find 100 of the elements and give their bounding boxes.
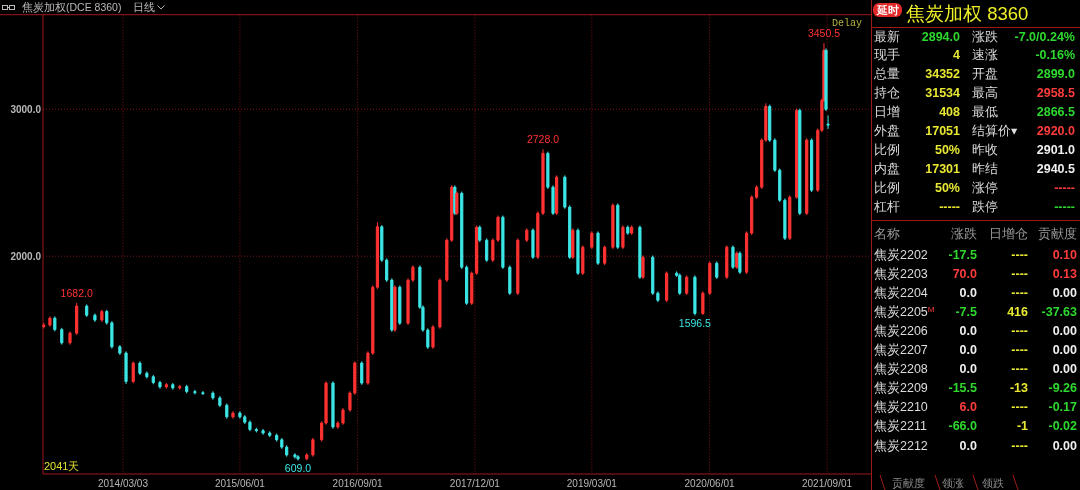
- text: 0.13: [1052, 266, 1078, 281]
- text: 最新: [874, 29, 900, 44]
- annotation: 1596.5: [678, 317, 712, 330]
- text: 日增仓: [989, 226, 1028, 241]
- text: 名称: [874, 226, 900, 241]
- text: 焦炭2207: [874, 343, 928, 357]
- chart-subtitle: 日线: [133, 1, 156, 13]
- text: 内盘: [874, 161, 900, 176]
- text: 涨跌: [972, 29, 998, 44]
- annotation: 2728.0: [526, 133, 560, 146]
- text: 0.00: [1052, 323, 1078, 338]
- text: -----: [939, 199, 960, 214]
- text: 34352: [925, 67, 961, 82]
- text: -----: [1054, 180, 1075, 195]
- text: 领涨: [942, 477, 964, 489]
- text: ----: [1011, 438, 1028, 453]
- text: 焦炭2204: [874, 285, 928, 300]
- text: 贡献度: [1038, 225, 1077, 241]
- text: 涨跌: [951, 226, 977, 241]
- text: 0.10: [1052, 247, 1078, 262]
- text: 408: [939, 105, 961, 120]
- text: 0.0: [959, 438, 978, 453]
- text: -7.0/0.24%: [1014, 29, 1075, 44]
- text: 结算价▾: [972, 124, 1018, 138]
- text: 焦炭2208: [874, 362, 928, 377]
- text: -0.16%: [1035, 48, 1075, 63]
- text: 焦炭2205$^{M}$: [874, 304, 935, 319]
- text: ----: [1011, 247, 1028, 262]
- text: 2958.5: [1036, 86, 1076, 101]
- text: 跌停: [972, 199, 998, 214]
- text: 外盘: [874, 124, 900, 138]
- x-tick-label: 2020/06/01: [684, 478, 736, 489]
- text: 贡献度: [891, 477, 925, 490]
- text: 0.0: [959, 323, 978, 338]
- text: 0.0: [959, 362, 978, 377]
- annotation: 3450.5: [807, 27, 841, 40]
- text: -37.63: [1041, 304, 1078, 319]
- text: 昨结: [972, 161, 998, 176]
- text: 焦炭2202: [874, 247, 928, 262]
- text: -7.5: [955, 304, 978, 319]
- text: 2899.0: [1036, 67, 1076, 82]
- text: 0.0: [959, 285, 978, 300]
- text: -15.5: [948, 381, 978, 396]
- text: -0.02: [1048, 419, 1078, 434]
- text: -9.26: [1048, 381, 1078, 396]
- text: 4: [953, 48, 961, 63]
- text: -0.17: [1048, 400, 1078, 415]
- y-tick-label: 2000.0: [10, 250, 42, 262]
- text: ----: [1011, 323, 1028, 338]
- text: 17051: [925, 124, 961, 138]
- text: -1: [1016, 419, 1029, 434]
- text: ----: [1011, 362, 1028, 377]
- text: 开盘: [972, 67, 998, 82]
- text: 比例: [874, 142, 900, 157]
- text: 2866.5: [1036, 105, 1076, 120]
- text: 焦炭2211: [874, 419, 927, 434]
- text: 涨停: [972, 180, 998, 195]
- text: 6.0: [959, 400, 978, 415]
- text: 50%: [934, 142, 960, 157]
- x-tick-label: 2021/09/01: [802, 478, 853, 489]
- text: -66.0: [948, 419, 978, 434]
- text: 70.0: [952, 266, 978, 281]
- text: 持仓: [874, 86, 900, 101]
- text: 0.00: [1052, 285, 1078, 300]
- text: 现手: [874, 48, 900, 63]
- text: 2901.0: [1036, 142, 1076, 157]
- y-tick-label: 3000.0: [10, 103, 42, 115]
- text: 焦炭2203: [874, 266, 928, 281]
- annotation: 1682.0: [60, 286, 93, 299]
- text: 最高: [972, 85, 998, 101]
- chart-title: 焦炭加权(DCE 8360): [22, 1, 122, 13]
- text: -----: [1054, 199, 1075, 214]
- x-tick-label: 2014/03/03: [97, 478, 149, 489]
- text: 昨收: [972, 142, 998, 157]
- text: 速涨: [972, 48, 998, 63]
- text: 2940.5: [1036, 161, 1076, 176]
- text: ----: [1011, 400, 1028, 415]
- x-tick-label: 2019/03/01: [566, 478, 618, 489]
- text: 杠杆: [873, 199, 900, 214]
- text: 焦炭2212: [874, 438, 928, 453]
- text: 焦炭2206: [874, 323, 928, 338]
- text: ----: [1011, 266, 1028, 281]
- text: 焦炭2209: [874, 381, 928, 396]
- annotation: 609.0: [284, 462, 312, 474]
- x-tick-label: 2017/12/01: [449, 478, 501, 489]
- x-tick-label: 2016/09/01: [332, 478, 384, 489]
- text: 日增: [874, 105, 900, 120]
- text: 31534: [925, 86, 961, 101]
- text: 最低: [972, 105, 998, 120]
- text: 17301: [925, 161, 961, 176]
- x-tick-label: 2015/06/01: [214, 478, 266, 489]
- text: 0.00: [1052, 343, 1078, 357]
- text: 0.00: [1052, 362, 1078, 377]
- text: 50%: [934, 180, 960, 195]
- text: ----: [1011, 285, 1028, 300]
- text: 比例: [874, 180, 900, 195]
- text: 延时: [875, 4, 899, 16]
- text: 0.00: [1052, 438, 1078, 453]
- text: 2894.0: [921, 29, 961, 44]
- text: -17.5: [948, 247, 978, 262]
